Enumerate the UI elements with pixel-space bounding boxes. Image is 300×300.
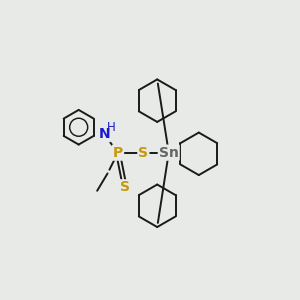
Text: S: S [138, 146, 148, 160]
Text: H: H [106, 121, 116, 134]
Text: Sn: Sn [159, 146, 179, 160]
Text: S: S [120, 180, 130, 194]
Text: N: N [98, 127, 110, 141]
Text: P: P [113, 146, 123, 160]
